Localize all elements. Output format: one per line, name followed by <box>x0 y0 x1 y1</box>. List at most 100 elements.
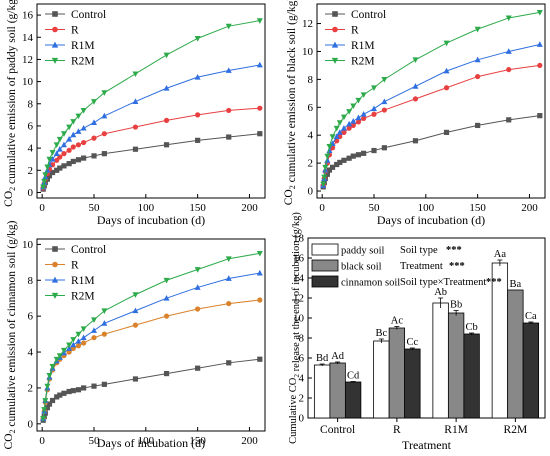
y-tick-label: 12 <box>22 54 33 66</box>
x-tick-label: 150 <box>469 202 486 214</box>
data-point <box>44 383 51 390</box>
x-tick-label: 0 <box>39 202 45 214</box>
legend-label-r1m: R1M <box>351 40 375 52</box>
y-tick-label: 6 <box>28 120 34 132</box>
bar-significance-label: Ba <box>510 279 522 290</box>
y-axis-label: Cumulative CO2 release at the end of inc… <box>288 212 302 444</box>
data-point <box>505 48 512 54</box>
data-point <box>337 159 343 166</box>
data-point <box>226 107 232 114</box>
plot-frame <box>36 238 266 432</box>
y-tick-label: 14 <box>293 273 305 285</box>
data-point <box>257 131 263 137</box>
stat-label-treatment: Treatment <box>400 261 443 272</box>
y-tick-label: 4 <box>299 373 305 385</box>
bar-significance-label: Bd <box>316 353 329 364</box>
x-tick-label: 200 <box>521 202 538 214</box>
data-point <box>371 85 377 91</box>
bar-significance-label: Ab <box>434 287 447 298</box>
bar-significance-label: Ad <box>331 351 345 362</box>
series-line-r <box>42 299 260 419</box>
plot-frame <box>307 237 546 419</box>
y-axis-label: CO2 cumulative emission of black soil (g… <box>283 0 298 205</box>
data-point <box>44 405 50 411</box>
data-point <box>70 341 77 348</box>
data-point <box>61 163 67 169</box>
data-point <box>361 150 367 156</box>
x-tick-label: 100 <box>138 435 155 447</box>
data-point <box>91 135 97 141</box>
data-point <box>163 85 170 91</box>
data-point <box>101 308 108 314</box>
y-axis-label: CO2 cumulative emission of paddy soil (g… <box>3 0 18 207</box>
data-point <box>163 295 170 301</box>
data-point <box>195 137 201 143</box>
bar-significance-label: Ac <box>391 316 404 327</box>
series-r <box>40 297 263 422</box>
data-point <box>324 157 331 163</box>
series-r2m <box>40 250 263 422</box>
y-tick-label: 12 <box>293 293 304 305</box>
data-point <box>341 129 347 136</box>
data-point <box>475 73 481 80</box>
data-point <box>537 113 543 119</box>
y-tick-label: 6 <box>28 311 34 323</box>
data-point <box>53 142 60 148</box>
data-point <box>91 383 97 389</box>
data-point <box>256 250 263 257</box>
y-tick-label: 4 <box>28 347 34 359</box>
data-point <box>326 143 333 150</box>
data-point <box>81 340 87 346</box>
legend-marker <box>51 276 59 283</box>
data-point <box>40 184 47 191</box>
data-point <box>49 156 56 162</box>
x-axis-label: Days of incubation (d) <box>97 213 205 227</box>
data-point <box>256 61 263 68</box>
y-tick-label: 8 <box>308 74 314 86</box>
x-tick-label-r1m: R1M <box>444 424 468 436</box>
series-line-r1m <box>42 64 260 188</box>
data-point <box>101 320 108 326</box>
y-tick-label: 18 <box>293 233 305 245</box>
data-point <box>91 317 97 323</box>
data-point <box>346 125 352 131</box>
y-tick-label: 12 <box>302 18 313 30</box>
data-point <box>324 153 331 160</box>
data-point <box>443 40 450 47</box>
x-tick-label: 150 <box>189 202 206 214</box>
stat-significance: *** <box>449 261 465 272</box>
data-point <box>75 338 82 344</box>
data-point <box>194 73 201 80</box>
data-point <box>81 385 87 391</box>
data-point <box>60 131 67 137</box>
data-point <box>101 131 107 137</box>
data-point <box>91 99 97 105</box>
legend-marker <box>52 11 58 17</box>
legend: Control R R1M R2M <box>325 9 386 68</box>
x-tick-label: 200 <box>241 202 258 214</box>
series-r <box>320 62 543 189</box>
data-point <box>381 145 387 151</box>
series-r1m <box>320 41 543 188</box>
data-point <box>75 128 82 134</box>
data-point <box>40 416 47 422</box>
bar-significance-label: Cc <box>407 337 419 348</box>
data-point <box>57 165 63 171</box>
data-point <box>81 155 87 161</box>
x-tick-label: 100 <box>138 202 155 214</box>
data-point <box>506 117 512 123</box>
legend-marker <box>332 26 338 33</box>
x-tick-label: 0 <box>39 435 45 447</box>
data-point <box>341 157 347 163</box>
legend-label-paddy-soil: paddy soil <box>341 246 385 257</box>
data-point <box>57 392 63 398</box>
data-point <box>194 35 201 42</box>
data-point <box>56 146 63 152</box>
data-point <box>225 256 232 262</box>
legend-label-r1m: R1M <box>71 40 95 52</box>
data-point <box>54 394 60 400</box>
data-point <box>474 56 481 63</box>
data-point <box>381 107 387 113</box>
y-tick-label: 0 <box>28 187 34 199</box>
